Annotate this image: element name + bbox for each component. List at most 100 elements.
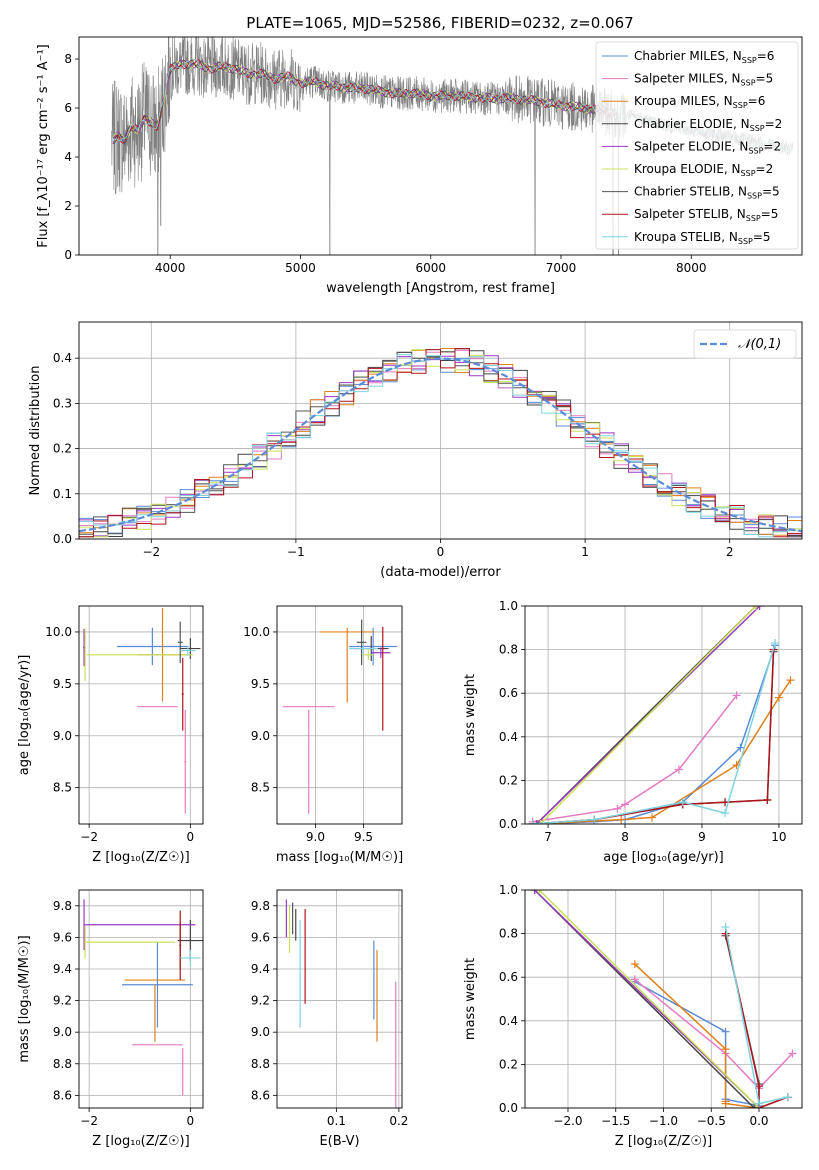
axes-frame bbox=[78, 605, 204, 825]
x-axis-label: Z [log₁₀(Z/Z☉)] bbox=[92, 1134, 189, 1149]
data-point bbox=[721, 923, 730, 932]
data-point bbox=[732, 691, 741, 700]
panel-age-vs-mass: 9.0 9.5 8.5 9.0 9.5 10.0 mass [log₁₀(M/M☉)] bbox=[243, 605, 403, 865]
legend-entry: Chabrier MILES, NSSP=6 bbox=[634, 49, 774, 65]
y-tick-label: 9.8 bbox=[53, 899, 72, 913]
x-tick-label: −0.5 bbox=[697, 1114, 726, 1128]
data-point bbox=[721, 1027, 730, 1036]
axes-overlay: −2 0 8.6 8.8 9.0 9.2 9.4 9.6 9.8 Z [log₁₀(Z/Z☉)] m… bbox=[17, 889, 204, 1149]
y-tick-label: 9.0 bbox=[251, 1025, 270, 1039]
y-axis-label: mass weight bbox=[463, 674, 478, 756]
y-tick-label: 8 bbox=[64, 52, 72, 66]
y-axis-label: Flux [f_λ10⁻¹⁷ erg cm⁻² s⁻¹ A⁻¹] bbox=[36, 44, 51, 248]
series-line bbox=[532, 644, 776, 824]
x-tick-label: −1.5 bbox=[601, 1114, 630, 1128]
data-point bbox=[771, 639, 780, 648]
data-point bbox=[590, 815, 599, 824]
x-axis-label: age [log₁₀(age/yr)] bbox=[603, 850, 724, 865]
axes-overlay: −2.0 −1.5 −1.0 −0.5 0.0 0.0 0.2 0.4 0.6 0.8 1.0 Z [… bbox=[463, 883, 803, 1149]
x-tick-label: 0.1 bbox=[327, 1114, 346, 1128]
axes-frame bbox=[276, 605, 403, 825]
y-tick-label: 0.0 bbox=[499, 817, 518, 831]
data-point bbox=[678, 798, 687, 807]
y-tick-label: 2 bbox=[64, 199, 72, 213]
y-tick-label: 9.0 bbox=[251, 729, 270, 743]
data-point bbox=[613, 804, 622, 813]
panel-mass-vs-Z: −2 0 8.6 8.8 9.0 9.2 9.4 9.6 9.8 Z [log₁₀(Z/Z☉)] m… bbox=[17, 889, 204, 1149]
x-axis-label: mass [log₁₀(M/M☉)] bbox=[276, 850, 403, 865]
series-line bbox=[634, 978, 793, 1090]
y-tick-label: 0.6 bbox=[499, 686, 518, 700]
data-point bbox=[674, 765, 683, 774]
y-tick-label: 9.4 bbox=[251, 962, 270, 976]
y-tick-label: 8.6 bbox=[53, 1088, 72, 1102]
y-axis-label: Normed distribution bbox=[28, 366, 43, 496]
x-tick-label: 8 bbox=[621, 830, 629, 844]
x-tick-label: 0 bbox=[437, 545, 445, 559]
data-point bbox=[755, 1099, 764, 1108]
y-tick-label: 9.6 bbox=[53, 930, 72, 944]
normal-curve bbox=[79, 357, 802, 533]
x-tick-label: 0.2 bbox=[389, 1114, 408, 1128]
panel-residuals: −2 −1 0 1 2 0.0 0.1 0.2 0.3 0.4 (data-model)/error… bbox=[28, 321, 803, 580]
data-point bbox=[528, 820, 537, 824]
x-tick-label: 0 bbox=[187, 1114, 195, 1128]
data-point bbox=[721, 1045, 730, 1054]
y-tick-label: 0.8 bbox=[499, 927, 518, 941]
panel-age-vs-Z: −2 0 8.5 9.0 9.5 10.0 Z [log₁₀(Z/Z☉)] age [log₁… bbox=[17, 605, 204, 865]
panel-massweight-vs-Z: −2.0 −1.5 −1.0 −0.5 0.0 0.0 0.2 0.4 0.6 0.8 1.0 Z [… bbox=[463, 883, 803, 1149]
plot-area bbox=[282, 619, 398, 814]
x-axis-label: Z [log₁₀(Z/Z☉)] bbox=[92, 850, 189, 865]
y-tick-label: 1.0 bbox=[499, 599, 518, 613]
y-tick-label: 9.8 bbox=[251, 899, 270, 913]
y-tick-label: 6 bbox=[64, 101, 72, 115]
data-point bbox=[617, 815, 626, 824]
series-line bbox=[532, 642, 776, 824]
y-tick-label: 0.4 bbox=[499, 1014, 518, 1028]
data-point bbox=[536, 820, 545, 824]
series-line bbox=[538, 890, 760, 1108]
x-tick-label: 8000 bbox=[676, 261, 707, 275]
series-line bbox=[532, 651, 775, 824]
x-tick-label: 7000 bbox=[546, 261, 577, 275]
x-tick-label: −1.0 bbox=[649, 1114, 678, 1128]
axes-frame bbox=[78, 36, 803, 256]
y-tick-label: 8.8 bbox=[53, 1057, 72, 1071]
y-axis-label: mass [log₁₀(M/M☉)] bbox=[17, 935, 32, 1062]
x-tick-label: −2 bbox=[80, 1114, 98, 1128]
y-tick-label: 8.6 bbox=[251, 1088, 270, 1102]
y-tick-label: 9.4 bbox=[53, 962, 72, 976]
y-tick-label: 1.0 bbox=[499, 883, 518, 897]
data-point bbox=[530, 890, 539, 894]
x-tick-label: 0 bbox=[187, 830, 195, 844]
data-point bbox=[788, 1049, 797, 1058]
x-tick-label: 4000 bbox=[155, 261, 186, 275]
data-point bbox=[736, 743, 745, 752]
y-tick-label: 9.5 bbox=[53, 677, 72, 691]
x-tick-label: 0.0 bbox=[749, 1114, 768, 1128]
axes-overlay: −2 0 8.5 9.0 9.5 10.0 Z [log₁₀(Z/Z☉)] age [log₁… bbox=[17, 605, 204, 865]
series-line bbox=[724, 933, 788, 1108]
data-point bbox=[763, 796, 772, 805]
y-tick-label: 9.2 bbox=[53, 994, 72, 1008]
x-tick-label: −2 bbox=[80, 830, 98, 844]
y-tick-label: 10.0 bbox=[45, 625, 72, 639]
axes-overlay: 0.1 0.2 8.6 8.8 9.0 9.2 9.4 9.6 9.8 E(B-V) bbox=[251, 889, 408, 1149]
y-tick-label: 8.5 bbox=[53, 781, 72, 795]
plot-area bbox=[83, 899, 203, 1096]
y-tick-label: 9.5 bbox=[251, 677, 270, 691]
y-tick-label: 9.0 bbox=[53, 1025, 72, 1039]
legend-entry: Salpeter STELIB, NSSP=5 bbox=[634, 207, 778, 223]
x-tick-label: 10 bbox=[771, 830, 786, 844]
y-tick-label: 0.2 bbox=[499, 773, 518, 787]
series-line bbox=[536, 679, 792, 824]
x-tick-label: −2 bbox=[142, 545, 160, 559]
y-tick-label: 0.0 bbox=[499, 1101, 518, 1115]
y-tick-label: 4 bbox=[64, 150, 72, 164]
data-point bbox=[647, 813, 656, 822]
x-tick-label: 9.0 bbox=[306, 830, 325, 844]
y-tick-label: 10.0 bbox=[243, 625, 270, 639]
legend-entry: Kroupa MILES, NSSP=6 bbox=[634, 94, 765, 110]
data-point bbox=[774, 693, 783, 702]
